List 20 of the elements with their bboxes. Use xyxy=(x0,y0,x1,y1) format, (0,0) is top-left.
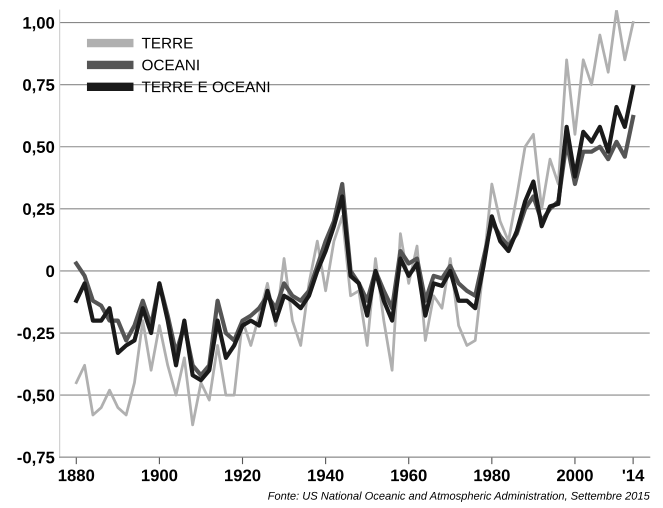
y-tick-label: 0,25 xyxy=(23,203,54,218)
x-tick-label: 1900 xyxy=(142,469,178,482)
legend-label: OCEANI xyxy=(142,60,199,70)
x-tick-label: '14 xyxy=(622,470,644,482)
x-tick-label: 1980 xyxy=(474,469,510,482)
x-tick-label: 1920 xyxy=(225,469,260,482)
source-note: Fonte: US National Oceanic and Atmospheric Administration, Settembre 2015 xyxy=(268,492,650,502)
legend-label: TERRE xyxy=(142,38,193,48)
x-tick-label: 2000 xyxy=(556,469,593,482)
x-tick-label: 1960 xyxy=(391,469,427,482)
y-tick-label: -0,50 xyxy=(17,390,54,404)
y-tick-label: -0,25 xyxy=(17,327,54,342)
x-tick-label: 1940 xyxy=(308,469,344,482)
x-tick-label: 1880 xyxy=(58,469,94,482)
y-tick-label: 0 xyxy=(46,265,54,278)
legend-label: TERRE E OCEANI xyxy=(142,81,270,92)
y-tick-label: 1,00 xyxy=(23,16,54,32)
y-tick-label: -0,75 xyxy=(17,452,54,466)
y-tick-label: 0,75 xyxy=(23,79,54,94)
y-tick-label: 0,50 xyxy=(23,141,54,156)
